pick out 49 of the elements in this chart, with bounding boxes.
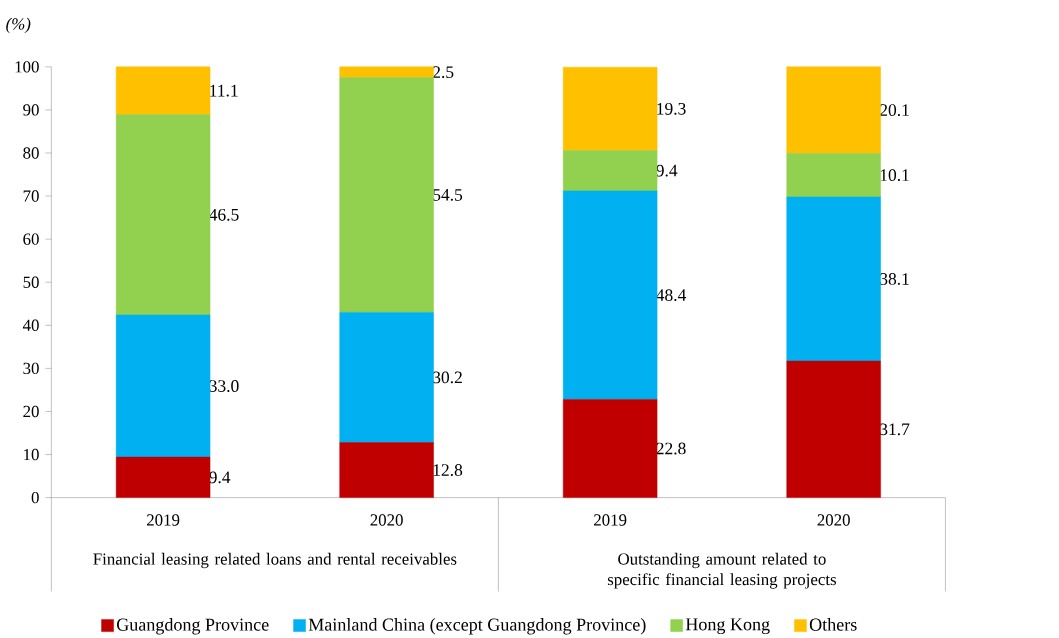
data-label: 9.4: [656, 164, 678, 177]
text: Financial leasing related loans and rental receivables: [93, 552, 457, 569]
data-label: 9.4: [209, 471, 231, 484]
text: Outstanding amount related to specific financial leasing projects: [607, 552, 837, 589]
y-tick-label: 10: [24, 448, 39, 461]
bar: [339, 77, 434, 313]
y-tick-label: 30: [23, 362, 39, 375]
y-axis-title: (%): [6, 17, 31, 34]
legend-label: Others: [809, 618, 857, 631]
y-tick-label: 60: [23, 233, 39, 245]
x-tick-label: 2019: [594, 514, 627, 526]
y-tick-label: 80: [23, 147, 39, 159]
bar: [339, 442, 434, 498]
data-label: 11.1: [210, 84, 238, 97]
bar: [339, 66, 434, 78]
data-label: 10.1: [880, 169, 909, 182]
bar: [562, 67, 658, 151]
bar: [115, 114, 211, 316]
data-label: 33.0: [209, 380, 239, 393]
bar: [115, 66, 211, 115]
bar: [115, 314, 211, 458]
bar: [115, 456, 211, 498]
bar: [562, 190, 658, 400]
bar: [786, 153, 881, 198]
bar: [339, 312, 434, 443]
data-label: 48.4: [656, 289, 687, 302]
data-label: 54.5: [433, 189, 463, 201]
y-tick-label: 40: [22, 319, 39, 332]
x-tick-label: 2020: [370, 514, 403, 526]
legend-label: Guangdong Province: [116, 618, 269, 635]
bar: [786, 360, 881, 498]
bar: [786, 196, 881, 362]
data-label: 19.3: [657, 102, 686, 115]
x-tick-label: 2019: [146, 514, 180, 526]
bar: [562, 399, 658, 498]
y-tick-label: 90: [23, 104, 39, 116]
legend-label: Mainland China (except Guangdong Province): [308, 618, 646, 635]
y-tick-label: 50: [23, 276, 39, 288]
bar: [562, 150, 658, 192]
y-tick-label: 0: [31, 491, 39, 504]
data-label: 46.5: [209, 208, 239, 221]
legend-label: Hong Kong: [685, 618, 770, 635]
data-label: 22.8: [656, 442, 686, 455]
x-tick-label: 2020: [817, 514, 850, 526]
bar: [786, 66, 881, 154]
data-label: 12.8: [433, 464, 463, 477]
y-tick-label: 70: [23, 190, 39, 202]
y-tick-label: 100: [15, 61, 39, 73]
y-tick-label: 20: [23, 405, 39, 418]
